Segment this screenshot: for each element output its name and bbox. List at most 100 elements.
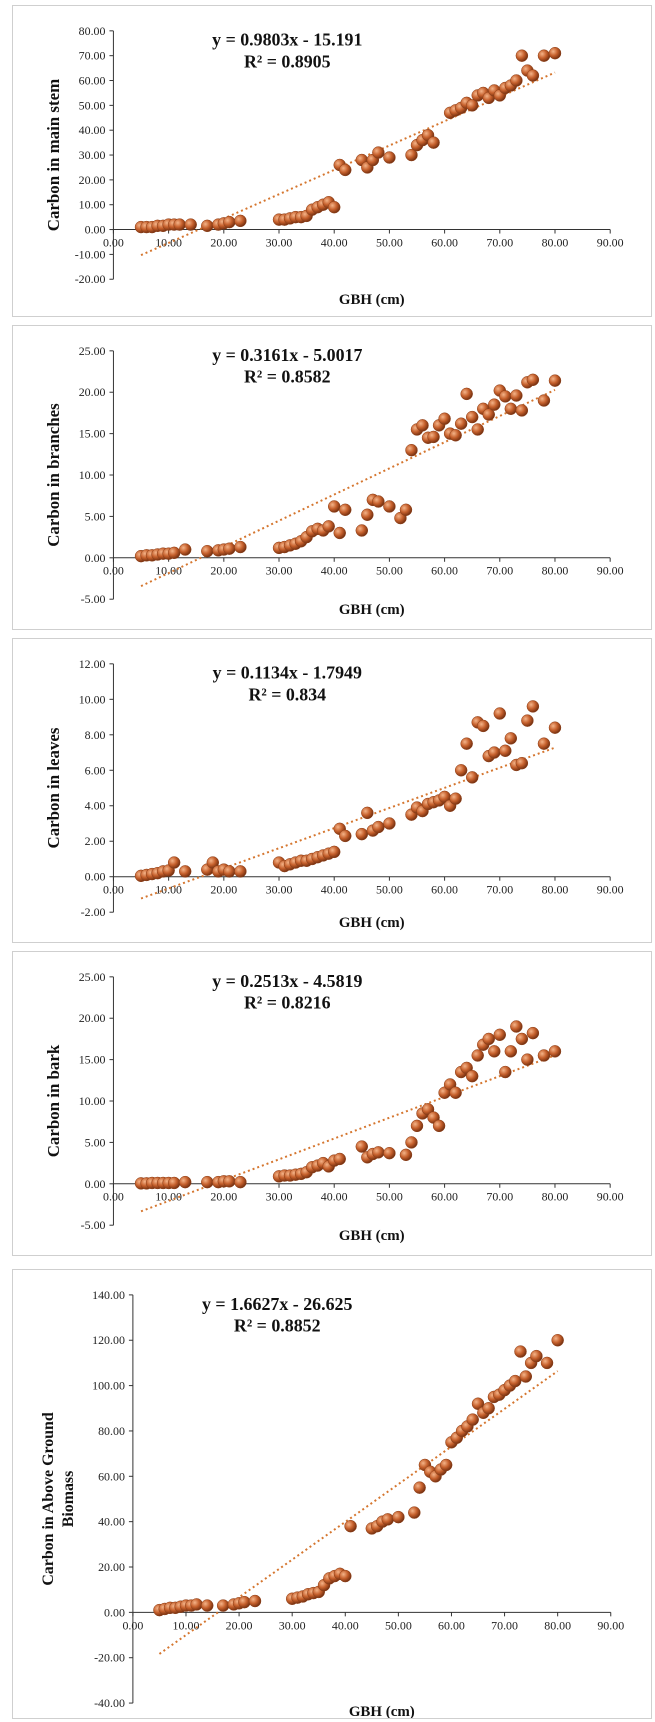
data-point (339, 1569, 352, 1583)
data-point (482, 1032, 495, 1046)
data-point (238, 1595, 251, 1609)
data-point (515, 1032, 529, 1046)
y-tick-label: 10.00 (79, 468, 106, 482)
y-tick-label: 4.00 (85, 799, 106, 813)
data-point (449, 1086, 462, 1099)
data-point (493, 707, 506, 720)
data-point (355, 1140, 369, 1153)
y-tick-label: 5.00 (85, 1135, 106, 1149)
y-tick-label: 15.00 (79, 1053, 106, 1067)
y-tick-label: 0.00 (85, 870, 106, 884)
data-point (454, 764, 468, 777)
data-point (355, 524, 369, 537)
regression-equation: y = 0.2513x - 4.5819 (212, 971, 362, 991)
y-tick-label: 20.00 (79, 173, 106, 187)
data-point (526, 1026, 540, 1040)
x-tick-label: 0.00 (103, 235, 124, 249)
chart-svg-3: 25.00 20.00 15.00 10.00 5.00 0.00 -5.00 0.00 10.… (44, 970, 624, 1244)
x-tick-label: 90.00 (597, 1618, 624, 1632)
y-tick-label: 0.00 (85, 223, 106, 237)
y-tick-label: 80.00 (98, 1424, 125, 1438)
chart-svg-1: 25.00 20.00 15.00 10.00 5.00 0.00 -5.00 0.00 10.… (44, 344, 624, 618)
x-tick-label: 80.00 (544, 1618, 571, 1632)
x-tick-label: 0.00 (122, 1618, 143, 1632)
y-tick-label: -5.00 (81, 1218, 106, 1232)
data-point (537, 1049, 551, 1062)
data-point (173, 218, 186, 231)
data-point (548, 46, 562, 60)
data-point (372, 820, 385, 834)
data-point (499, 1065, 512, 1079)
x-tick-label: 80.00 (542, 564, 569, 578)
x-tick-label: 30.00 (266, 564, 293, 578)
x-axis-title: GBH (cm) (349, 1704, 415, 1718)
y-tick-label: 60.00 (98, 1469, 125, 1483)
data-point (514, 1345, 527, 1358)
x-tick-label: 30.00 (266, 235, 293, 249)
y-tick-label: 70.00 (79, 49, 106, 63)
data-point (465, 99, 479, 112)
data-point (327, 845, 341, 859)
data-point (416, 419, 429, 432)
data-point (399, 503, 413, 516)
data-point (471, 1049, 484, 1062)
data-point (537, 737, 551, 750)
data-point (449, 429, 462, 442)
y-tick-label: -40.00 (94, 1696, 125, 1710)
regression-equation: y = 0.1134x - 1.7949 (213, 663, 362, 683)
y-tick-label: 25.00 (79, 970, 106, 984)
y-tick-label: 2.00 (85, 834, 106, 848)
data-point (515, 404, 529, 417)
x-tick-label: 50.00 (376, 564, 403, 578)
x-tick-label: 10.00 (155, 883, 182, 897)
data-point (465, 410, 479, 424)
data-point (482, 408, 495, 421)
r-squared: R² = 0.8852 (234, 1316, 321, 1336)
y-tick-label: 5.00 (85, 509, 106, 523)
data-point (383, 1146, 396, 1160)
x-tick-label: 10.00 (155, 1190, 182, 1204)
y-tick-label: 50.00 (79, 98, 106, 112)
r-squared: R² = 0.834 (248, 685, 326, 705)
y-axis-title: Carbon in leaves (44, 727, 63, 848)
x-tick-label: 20.00 (210, 564, 237, 578)
x-axis-title: GBH (cm) (339, 292, 405, 308)
chart-panel-leaves: 12.00 10.00 8.00 6.00 4.00 2.00 0.00 -2.00 0.00 1… (12, 638, 652, 943)
data-point (248, 1594, 262, 1608)
x-tick-label: 70.00 (486, 1190, 513, 1204)
data-point (413, 1481, 426, 1494)
data-point (327, 200, 341, 214)
data-point (184, 218, 197, 231)
y-tick-label: -20.00 (94, 1651, 125, 1665)
data-point (201, 219, 214, 233)
data-point (399, 1148, 413, 1162)
data-point (508, 1374, 522, 1388)
data-point (548, 374, 562, 387)
data-point (482, 1402, 495, 1415)
chart-panel-bark: 25.00 20.00 15.00 10.00 5.00 0.00 -5.00 0.00 10.… (12, 951, 652, 1256)
y-axis-title: Carbon in Above Ground Biomass (40, 1412, 77, 1586)
y-tick-label: 0.00 (104, 1605, 125, 1619)
data-point (515, 756, 529, 770)
data-point (167, 856, 181, 869)
data-point (521, 1053, 534, 1066)
data-point (499, 744, 512, 757)
x-tick-label: 20.00 (210, 883, 237, 897)
x-tick-label: 80.00 (542, 235, 569, 249)
x-axis-title: GBH (cm) (339, 602, 405, 618)
data-point (383, 151, 396, 164)
data-point (339, 829, 352, 843)
x-tick-label: 10.00 (173, 1618, 200, 1632)
data-point (223, 215, 236, 229)
data-point (438, 412, 451, 425)
data-point (537, 394, 551, 407)
chart-panel-branches: 25.00 20.00 15.00 10.00 5.00 0.00 -5.00 0.00 10.… (12, 325, 652, 630)
x-tick-label: 50.00 (385, 1618, 412, 1632)
regression-equation: y = 0.3161x - 5.0017 (212, 345, 362, 365)
x-tick-label: 60.00 (431, 235, 458, 249)
data-point (471, 423, 484, 436)
data-point (223, 1175, 236, 1188)
y-tick-label: 10.00 (79, 692, 106, 706)
data-point (206, 856, 219, 869)
y-tick-label: -10.00 (75, 247, 106, 261)
